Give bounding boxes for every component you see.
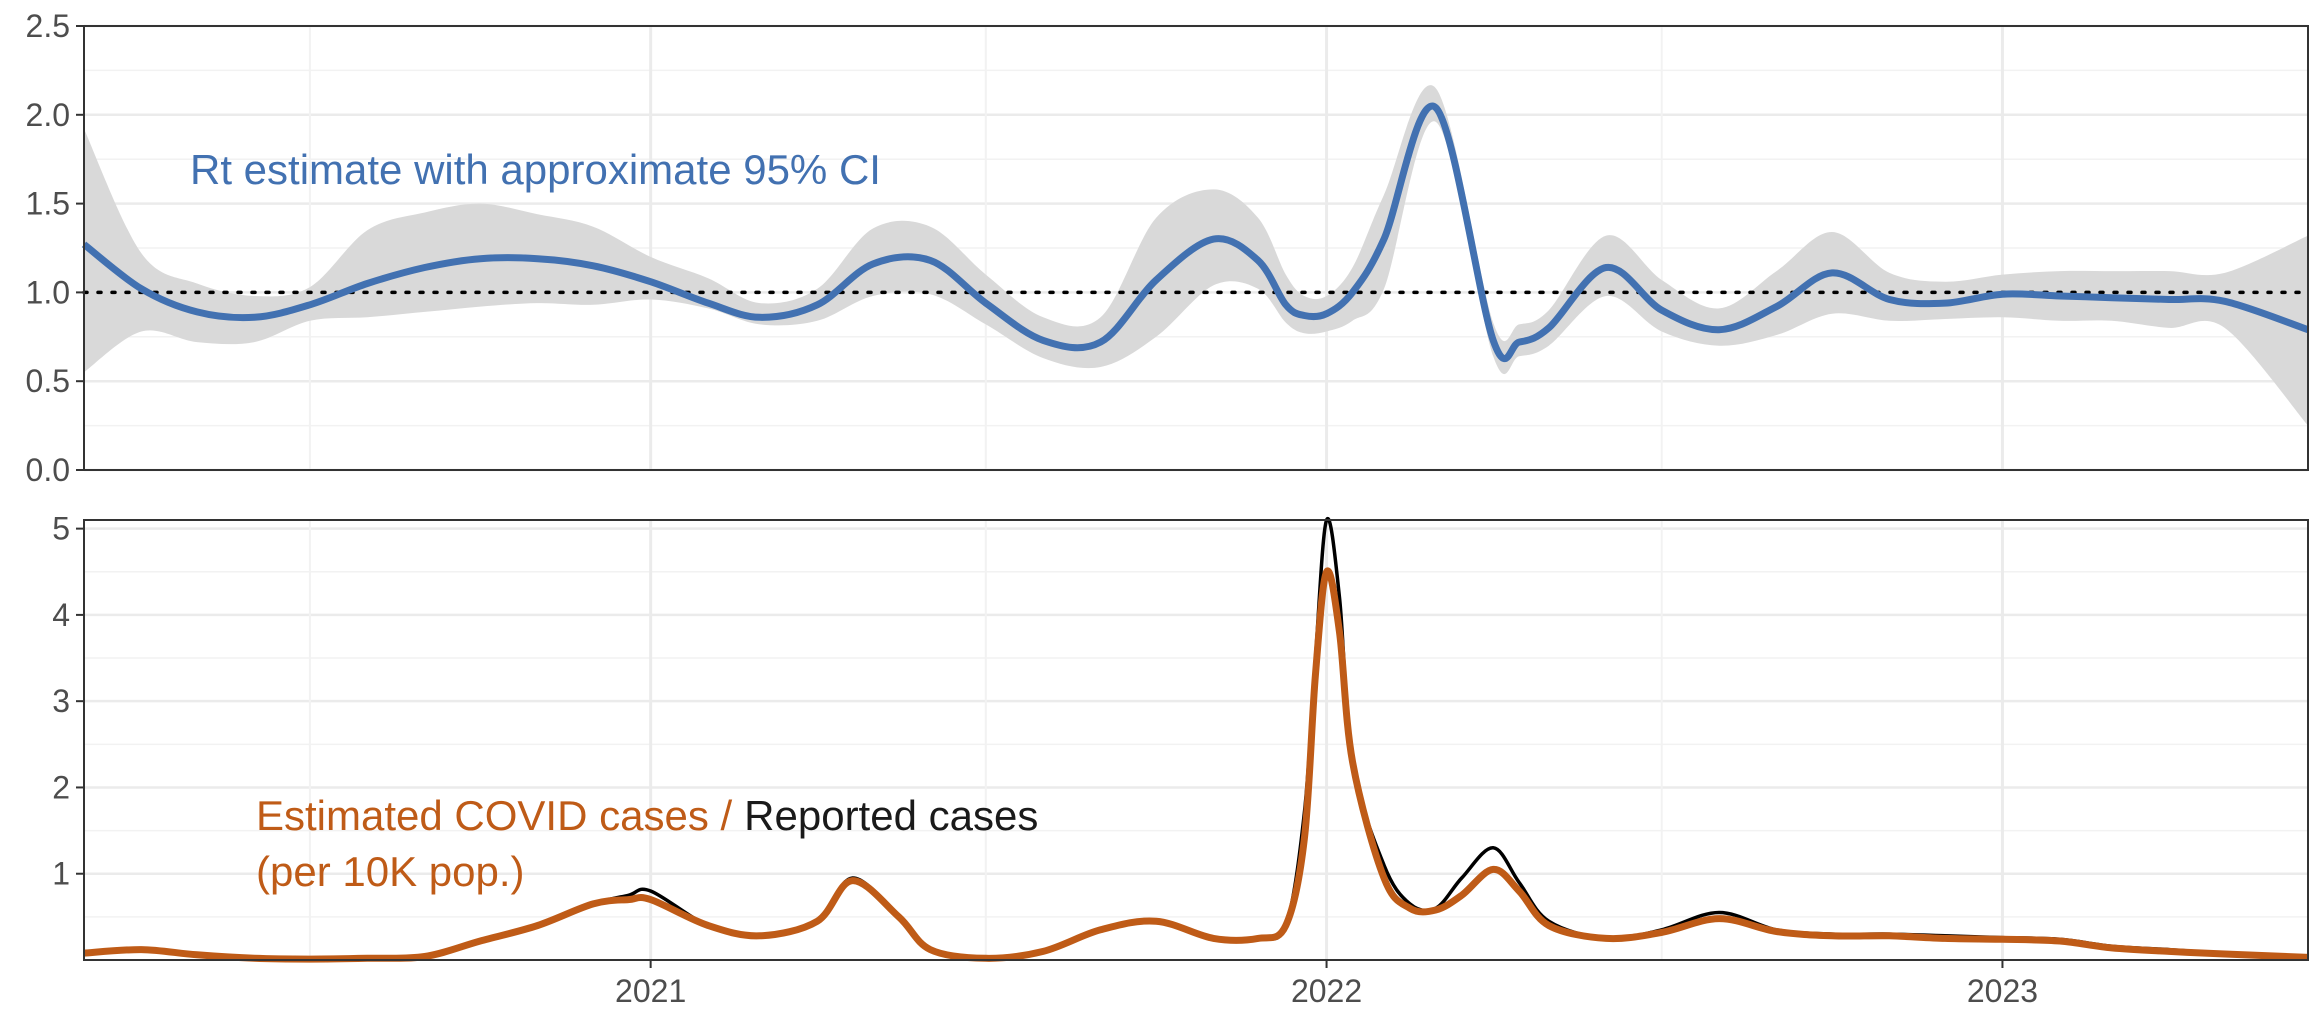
- cases-y-axis: 1 2 3 4 5: [52, 511, 84, 892]
- rt-panel: 0.0 0.5 1.0 1.5 2.0 2.5 Rt estimate with appr…: [26, 8, 2310, 488]
- x-tick-label: 2022: [1291, 973, 1362, 1009]
- cases-y-tick-label: 1: [52, 856, 70, 892]
- rt-y-tick-label: 1.0: [26, 274, 70, 310]
- rt-y-tick-label: 2.0: [26, 97, 70, 133]
- cases-panel-border: [83, 519, 2309, 961]
- cases-y-tick-label: 5: [52, 511, 70, 547]
- cases-panel-background: [84, 520, 2308, 960]
- rt-y-tick-label: 2.5: [26, 8, 70, 44]
- rt-y-tick-label: 1.5: [26, 186, 70, 222]
- cases-grid: [84, 520, 2308, 960]
- cases-panel: 1 2 3 4 5 2021 2022 2023 Estimated COVID cases…: [52, 511, 2309, 1009]
- estimated-cases-line: [83, 567, 2309, 963]
- rt-y-tick-label: 0.0: [26, 452, 70, 488]
- cases-annotation-line2: (per 10K pop.): [256, 848, 525, 895]
- cases-y-tick-label: 3: [52, 683, 70, 719]
- cases-annotation-line1: Estimated COVID cases / Reported cases: [256, 792, 1038, 839]
- reported-cases-label: Reported cases: [744, 792, 1038, 839]
- rt-y-tick-label: 0.5: [26, 363, 70, 399]
- rt-estimate-line: [81, 102, 2310, 362]
- rt-annotation: Rt estimate with approximate 95% CI: [190, 146, 881, 193]
- x-tick-label: 2023: [1967, 973, 2038, 1009]
- estimated-cases-label: Estimated COVID cases /: [256, 792, 732, 839]
- rt-y-axis: 0.0 0.5 1.0 1.5 2.0 2.5: [26, 8, 84, 488]
- cases-x-axis: 2021 2022 2023: [615, 960, 2038, 1009]
- rt-confidence-band: [84, 85, 2308, 426]
- rt-panel-border: [83, 25, 2309, 471]
- cases-y-tick-label: 4: [52, 597, 70, 633]
- cases-y-tick-label: 2: [52, 769, 70, 805]
- x-tick-label: 2021: [615, 973, 686, 1009]
